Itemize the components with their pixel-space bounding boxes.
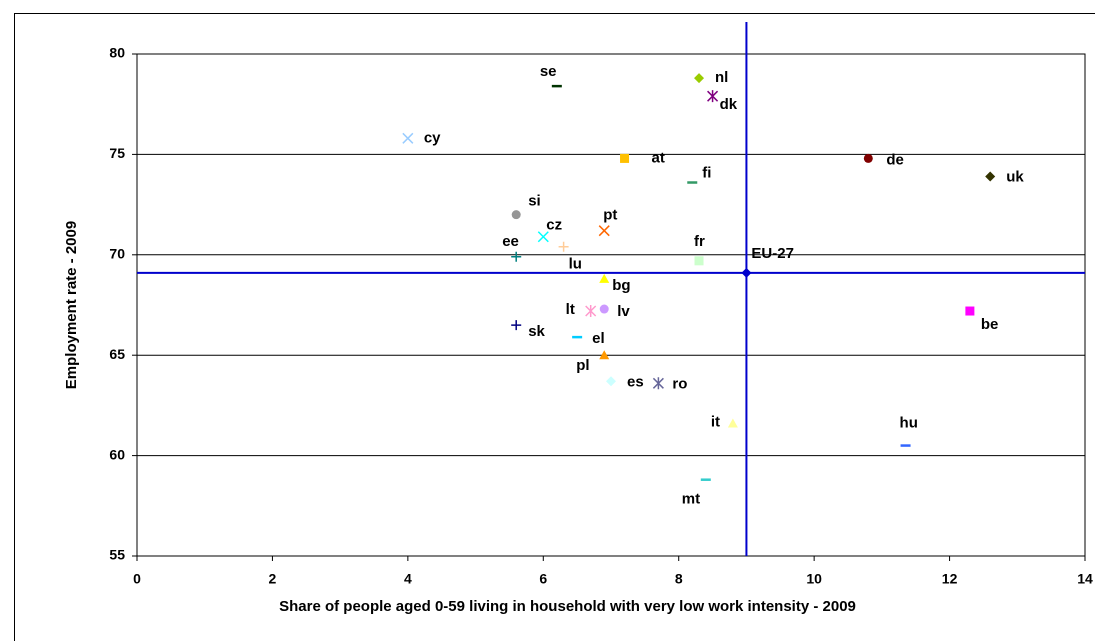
x-tick-label: 4 — [404, 571, 412, 587]
point-label: ro — [672, 375, 687, 392]
point — [965, 306, 975, 316]
y-axis-title: Employment rate - 2009 — [63, 221, 80, 389]
x-tick-label: 0 — [133, 571, 141, 587]
x-tick-label: 6 — [539, 571, 547, 587]
point-label: lu — [569, 256, 582, 273]
point — [694, 73, 705, 84]
point-label: si — [528, 193, 541, 210]
point-label: cz — [546, 217, 562, 234]
point — [511, 210, 521, 220]
point-label: mt — [682, 491, 700, 508]
point — [599, 273, 610, 283]
y-tick-label: 70 — [109, 246, 125, 262]
point — [863, 153, 873, 163]
x-tick-label: 8 — [675, 571, 683, 587]
y-tick-label: 75 — [109, 145, 125, 161]
point-label: dk — [720, 96, 738, 113]
x-axis-title: Share of people aged 0-59 living in hous… — [279, 598, 856, 615]
point-label: EU-27 — [751, 245, 794, 262]
point-label: lv — [617, 303, 630, 320]
point-label: pl — [576, 357, 589, 374]
point-label: be — [981, 316, 999, 333]
point-label: fi — [702, 164, 711, 181]
point-label: de — [886, 151, 904, 168]
point — [707, 90, 719, 103]
point-label: uk — [1006, 168, 1024, 185]
point — [402, 132, 414, 144]
point — [585, 305, 597, 318]
point-label: ee — [502, 233, 519, 250]
point-label: nl — [715, 69, 728, 86]
point — [511, 320, 522, 331]
point-label: at — [652, 149, 665, 166]
point — [598, 225, 610, 237]
point — [511, 251, 522, 262]
point — [558, 241, 569, 252]
point — [694, 256, 704, 266]
point-label: fr — [694, 233, 705, 250]
point — [985, 171, 996, 182]
point-label: hu — [900, 415, 918, 432]
y-tick-label: 55 — [109, 547, 125, 563]
point-label: el — [592, 330, 605, 347]
plot-area — [136, 53, 1086, 557]
point — [599, 350, 610, 360]
y-tick-label: 80 — [109, 45, 125, 61]
point-label: se — [540, 63, 557, 80]
x-tick-label: 2 — [269, 571, 277, 587]
point-label: bg — [612, 277, 630, 294]
point-label: sk — [528, 323, 545, 340]
x-tick-label: 12 — [942, 571, 958, 587]
point-label: pt — [603, 207, 617, 224]
y-tick-label: 60 — [109, 446, 125, 462]
point-label: cy — [424, 129, 441, 146]
chart-border — [14, 13, 1095, 641]
x-tick-label: 14 — [1077, 571, 1093, 587]
point — [606, 376, 616, 387]
point — [599, 304, 609, 314]
point — [652, 377, 664, 390]
point — [727, 418, 738, 428]
point — [537, 231, 549, 243]
point — [741, 267, 752, 278]
point — [620, 153, 630, 163]
x-tick-label: 10 — [806, 571, 822, 587]
y-tick-label: 65 — [109, 346, 125, 362]
point-label: it — [711, 413, 720, 430]
point-label: es — [627, 373, 644, 390]
point-label: lt — [566, 301, 575, 318]
